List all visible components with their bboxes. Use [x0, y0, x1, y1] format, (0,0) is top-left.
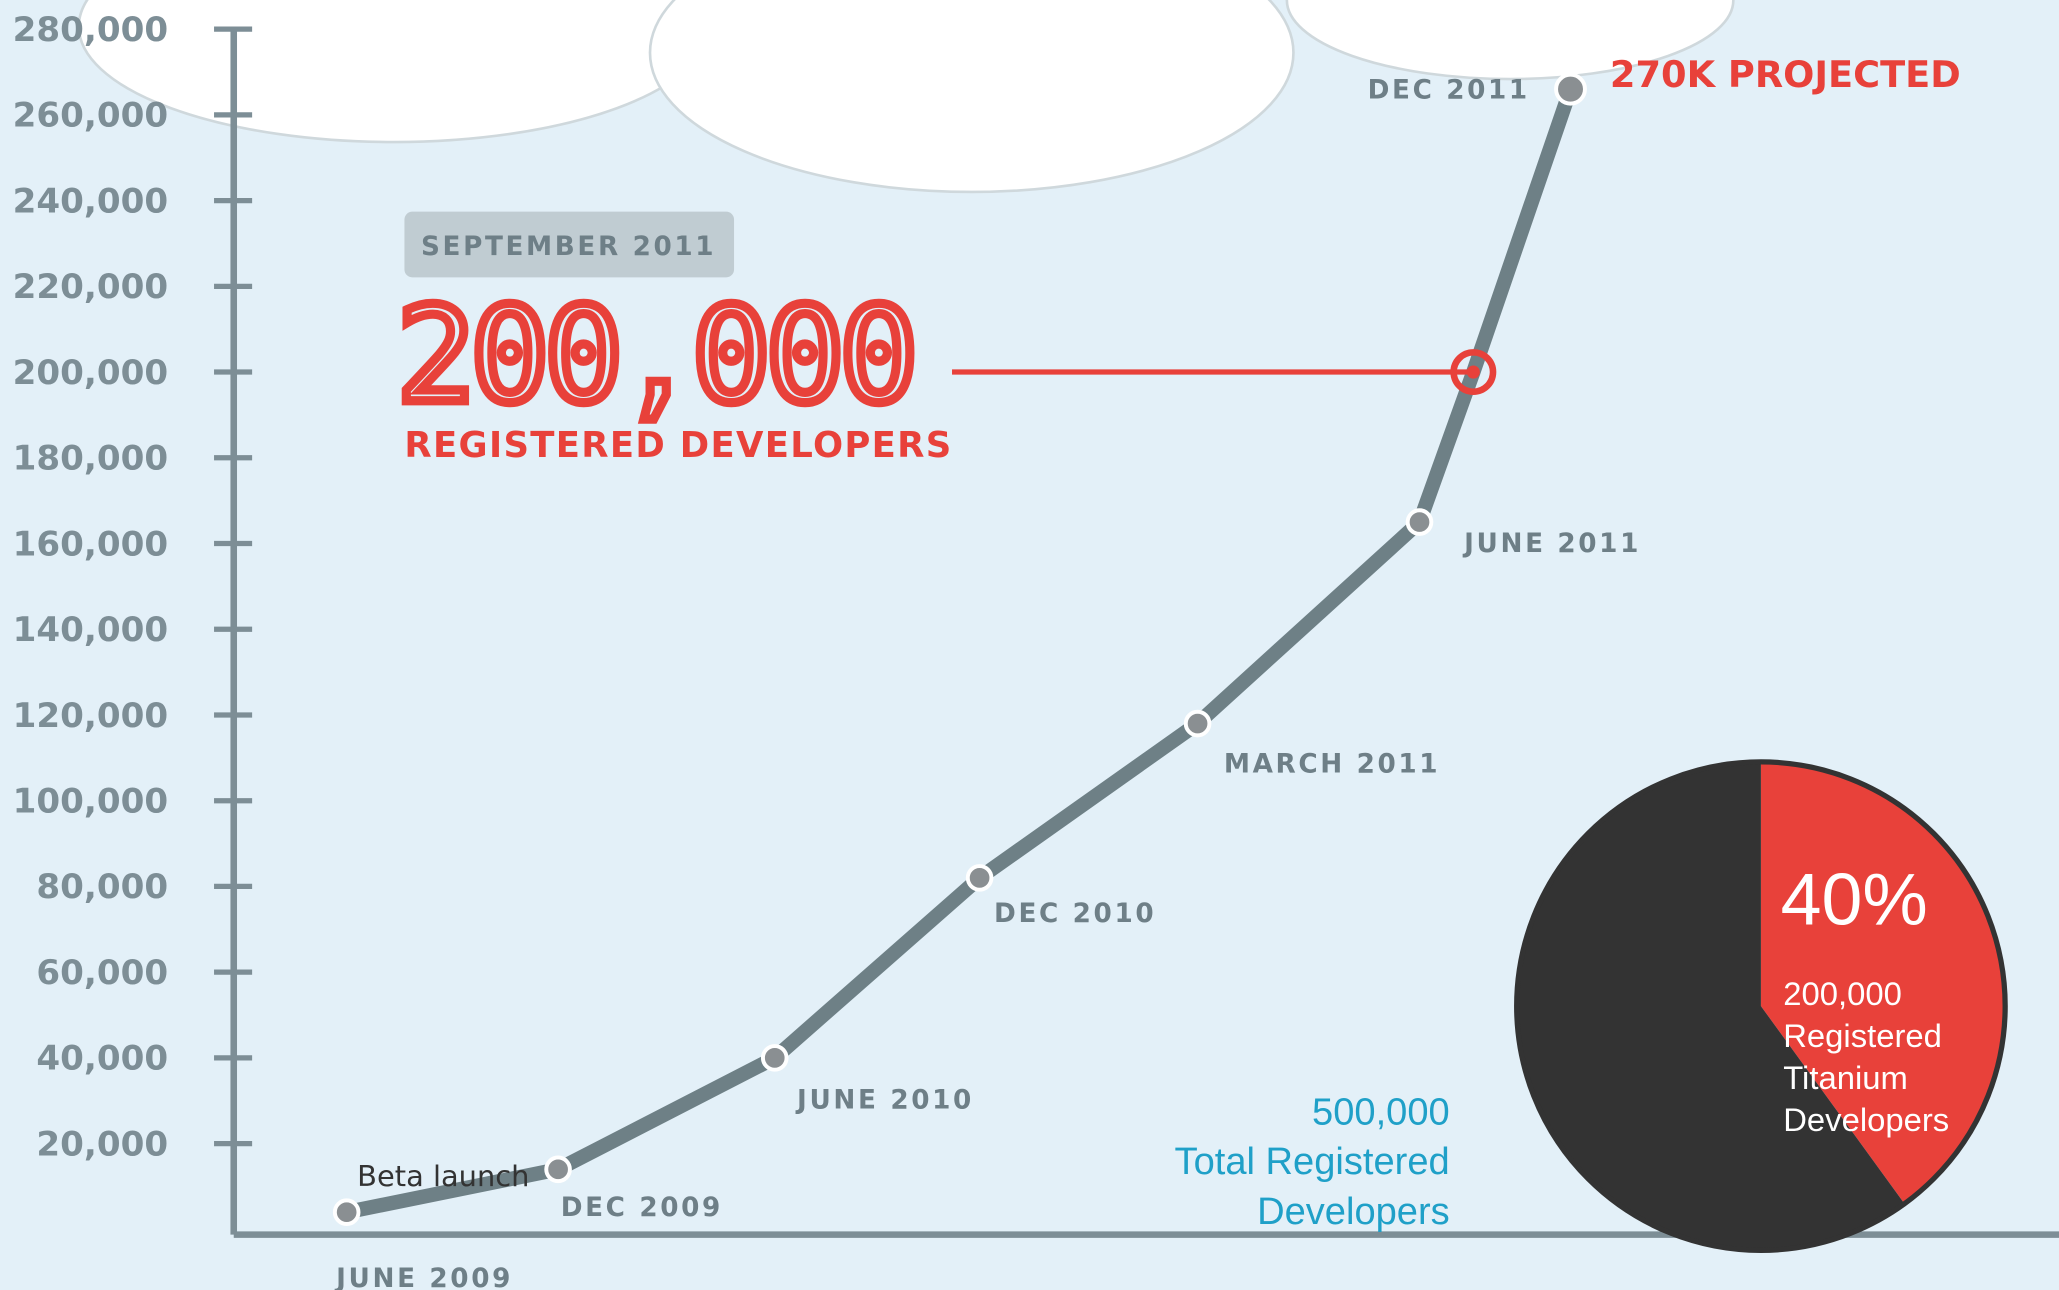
headline: 200,000 [397, 279, 914, 432]
point [1556, 75, 1585, 104]
y-tick-label: 80,000 [36, 867, 168, 907]
y-tick-label: 160,000 [13, 524, 168, 564]
x-label: DEC 2011 [1368, 76, 1530, 106]
pie-annotation: 200,000 [1783, 975, 1902, 1012]
y-tick-label: 280,000 [13, 10, 168, 50]
y-tick-label: 200,000 [13, 353, 168, 393]
headline-sub: REGISTERED DEVELOPERS [404, 425, 952, 466]
point [1186, 712, 1210, 736]
x-label: DEC 2009 [561, 1193, 723, 1223]
x-label: DEC 2010 [994, 899, 1156, 929]
pie-annotation: Titanium [1783, 1059, 1908, 1096]
point-dot [1467, 365, 1480, 378]
y-tick-label: 60,000 [36, 953, 168, 993]
y-tick-label: 220,000 [13, 267, 168, 307]
point [335, 1200, 359, 1224]
x-label: JUNE 2011 [1462, 529, 1641, 559]
y-tick-label: 20,000 [36, 1124, 168, 1164]
x-label: JUNE 2009 [334, 1264, 513, 1290]
point [546, 1158, 570, 1182]
total-annotation: 500,000 [1312, 1091, 1450, 1133]
y-tick-label: 40,000 [36, 1039, 168, 1079]
x-label: MARCH 2011 [1224, 749, 1440, 779]
y-tick-label: 120,000 [13, 696, 168, 736]
annotation: Beta launch [357, 1159, 529, 1193]
point [968, 866, 992, 890]
total-annotation: Developers [1257, 1191, 1450, 1233]
x-label: JUNE 2010 [795, 1086, 974, 1116]
x-label: SEPTEMBER 2011 [421, 232, 716, 262]
y-tick-label: 100,000 [13, 782, 168, 822]
total-annotation: Total Registered [1175, 1141, 1450, 1183]
annotation-projected: 270K PROJECTED [1610, 53, 1961, 96]
y-tick-label: 260,000 [13, 96, 168, 136]
pie-annotation: Developers [1783, 1101, 1949, 1138]
y-tick-label: 180,000 [13, 439, 168, 479]
y-tick-label: 140,000 [13, 610, 168, 650]
point [1408, 510, 1432, 534]
pie-value-label: 40% [1781, 858, 1928, 941]
page: {"chart_data":[ {"type":"line","categori… [0, 0, 2059, 1290]
y-tick-label: 240,000 [13, 181, 168, 221]
chart: 20,000 40,000 60,000 80,000 100,000 120,000 14… [0, 0, 2059, 1290]
pie-annotation: Registered [1783, 1017, 1942, 1054]
point [763, 1046, 787, 1070]
